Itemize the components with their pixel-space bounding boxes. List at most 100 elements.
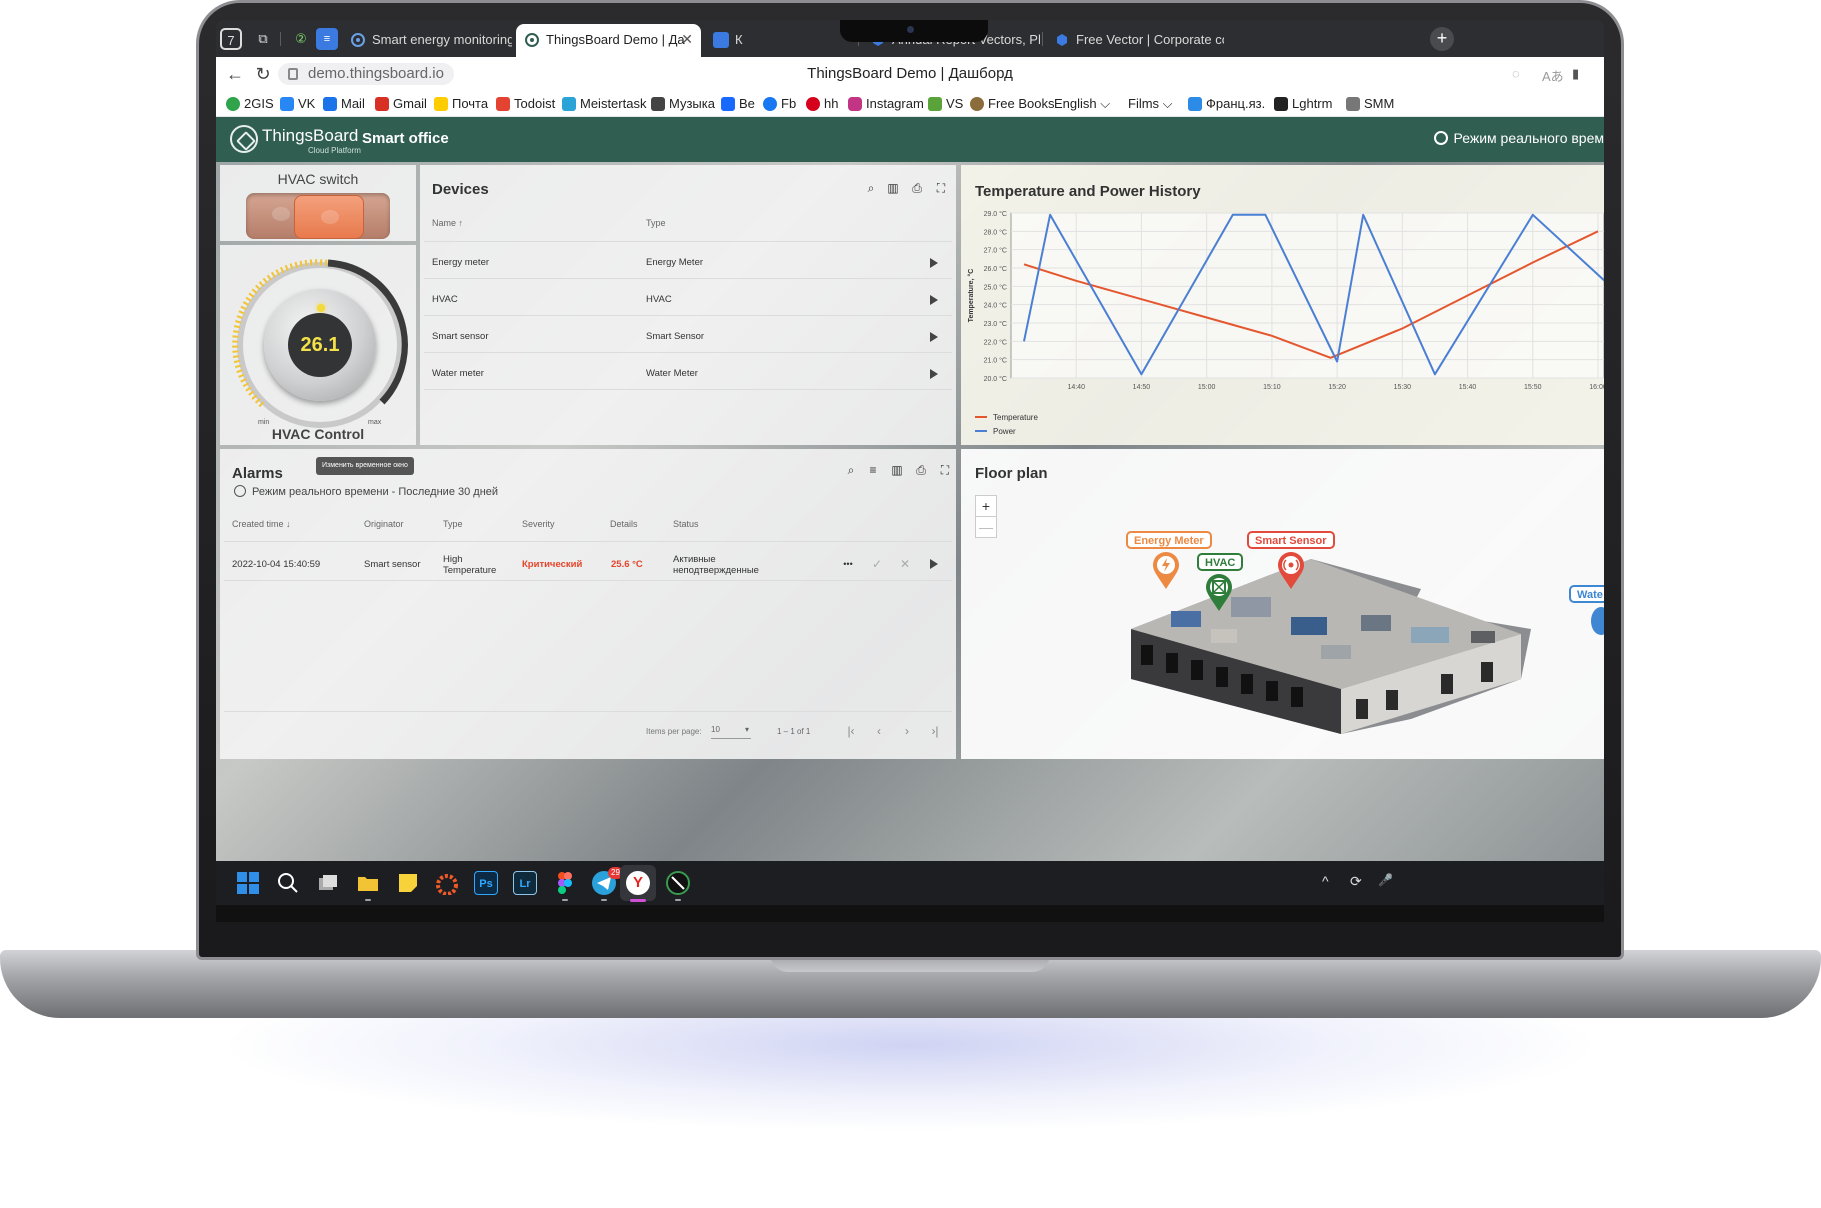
tab-k[interactable]: К	[705, 24, 855, 57]
tray-chevron-icon[interactable]: ^	[1322, 873, 1329, 889]
realtime-button[interactable]: Режим реального врем	[1433, 130, 1604, 146]
bookmark-folder-english[interactable]: English ⌵	[1054, 95, 1110, 113]
building-3d-model[interactable]	[1111, 519, 1604, 759]
columns-icon[interactable]: ▥	[887, 181, 899, 195]
new-workspace-icon[interactable]: ⧉	[258, 31, 268, 46]
figma-icon[interactable]	[553, 871, 577, 895]
bookmark-free-books[interactable]: Free Books	[970, 95, 1054, 113]
thingsboard-logo-icon[interactable]	[230, 125, 258, 153]
bookmark-todoist[interactable]: Todoist	[496, 95, 555, 113]
bookmark-meistertask[interactable]: Meistertask	[562, 95, 646, 113]
bookmark-vk[interactable]: VK	[280, 95, 315, 113]
bookmark-gmail[interactable]: Gmail	[375, 95, 427, 113]
bookmark-hh[interactable]: hh	[806, 95, 838, 113]
energy-meter-marker-label[interactable]: Energy Meter	[1126, 531, 1212, 549]
water-meter-marker-label[interactable]: Wate	[1569, 585, 1604, 603]
hvac-toggle-knob[interactable]	[294, 195, 364, 239]
column-details-header[interactable]: Details	[610, 519, 638, 529]
bookmark-smm[interactable]: SMM	[1346, 95, 1394, 113]
open-device-arrow-icon[interactable]	[930, 332, 938, 342]
line-chart[interactable]: 29.0 °C 28.0 °C 27.0 °C 26.0 °C 25.0 °C 24.0 …	[961, 165, 1604, 445]
task-view-icon[interactable]	[316, 871, 340, 895]
column-originator-header[interactable]: Originator	[364, 519, 404, 529]
column-created-time-header[interactable]: Created time ↓	[232, 519, 291, 529]
photoshop-icon[interactable]: Ps	[474, 871, 498, 895]
energy-meter-pin-icon[interactable]	[1151, 551, 1181, 591]
export-icon[interactable]: ⎙	[916, 463, 926, 477]
open-alarm-arrow-icon[interactable]	[930, 559, 938, 569]
sticky-notes-icon[interactable]	[396, 871, 420, 895]
bookmark-folder-films[interactable]: Films ⌵	[1128, 95, 1173, 113]
url-field[interactable]: demo.thingsboard.io	[278, 63, 454, 85]
water-meter-pin-icon[interactable]	[1591, 607, 1604, 635]
zoom-in-button[interactable]: +	[975, 495, 997, 517]
tab-free-vector[interactable]: Free Vector | Corporate cor	[1046, 24, 1224, 57]
device-name[interactable]: Energy meter	[432, 257, 490, 268]
column-name-header[interactable]: Name ↑	[432, 218, 464, 228]
export-icon[interactable]: ⎙	[912, 181, 922, 195]
smart-sensor-marker-label[interactable]: Smart Sensor	[1247, 531, 1335, 549]
tab-thingsboard-demo[interactable]: ThingsBoard Demo | Да ✕	[516, 24, 701, 57]
bookmark-behance[interactable]: Be	[721, 95, 755, 113]
timewindow-selector[interactable]: Режим реального времени - Последние 30 д…	[234, 485, 498, 498]
device-name[interactable]: HVAC	[432, 294, 458, 305]
bookmark-music[interactable]: Музыка	[651, 95, 715, 113]
acknowledge-icon[interactable]: ✓	[871, 557, 883, 571]
next-page-icon[interactable]: ›	[905, 724, 909, 738]
column-type-header[interactable]: Type	[646, 218, 666, 228]
yandex-browser-icon[interactable]: Y	[626, 871, 650, 895]
sync-icon[interactable]: ⟳	[1350, 873, 1362, 889]
bookmark-vs[interactable]: VS	[928, 95, 963, 113]
back-arrow-icon[interactable]: ←	[226, 64, 244, 84]
open-device-arrow-icon[interactable]	[930, 295, 938, 305]
bookmark-instagram[interactable]: Instagram	[848, 95, 924, 113]
hvac-knob-dial[interactable]	[232, 257, 408, 433]
open-device-arrow-icon[interactable]	[930, 258, 938, 268]
chat-icon[interactable]: ◌	[1512, 66, 1520, 81]
column-status-header[interactable]: Status	[673, 519, 699, 529]
bookmark-mail[interactable]: Mail	[323, 95, 365, 113]
bookmark-2gis[interactable]: 2GIS	[226, 95, 274, 113]
smart-sensor-pin-icon[interactable]	[1276, 551, 1306, 591]
device-name[interactable]: Smart sensor	[432, 331, 489, 342]
lightroom-icon[interactable]: Lr	[513, 871, 537, 895]
close-tab-icon[interactable]: ✕	[681, 31, 693, 47]
device-name[interactable]: Water meter	[432, 368, 484, 379]
column-type-header[interactable]: Type	[443, 519, 463, 529]
columns-icon[interactable]: ▥	[891, 463, 903, 477]
microphone-icon[interactable]: 🎤	[1378, 873, 1393, 887]
search-icon[interactable]	[276, 871, 300, 895]
home-workspace-icon[interactable]: 7	[220, 28, 242, 50]
new-tab-button[interactable]: +	[1430, 27, 1454, 51]
search-icon[interactable]: ⌕	[847, 463, 855, 477]
more-actions-icon[interactable]: •••	[843, 559, 853, 569]
items-per-page-select[interactable]: 10 ▾	[711, 725, 751, 739]
hvac-marker-label[interactable]: HVAC	[1197, 553, 1244, 571]
bookmark-facebook[interactable]: Fb	[763, 95, 796, 113]
fullscreen-icon[interactable]: ⛶	[940, 463, 950, 477]
tab-smart-energy[interactable]: Smart energy monitoring, c	[342, 24, 512, 57]
file-explorer-icon[interactable]	[356, 871, 380, 895]
column-severity-header[interactable]: Severity	[522, 519, 555, 529]
open-device-arrow-icon[interactable]	[930, 369, 938, 379]
fullscreen-icon[interactable]: ⛶	[936, 181, 946, 195]
hvac-pin-icon[interactable]	[1204, 573, 1234, 613]
docs-pinned-tab-icon[interactable]: ≡	[316, 28, 338, 50]
clear-alarm-icon[interactable]: ✕	[899, 557, 911, 571]
bookmark-lghtrm[interactable]: Lghtrm	[1274, 95, 1332, 113]
fan-app-icon[interactable]	[435, 871, 459, 896]
previous-page-icon[interactable]: ‹	[877, 724, 881, 738]
start-icon[interactable]	[236, 871, 260, 895]
whatsapp-pinned-tab-icon[interactable]: ②	[295, 31, 307, 46]
reload-icon[interactable]: ↻	[255, 64, 271, 84]
first-page-icon[interactable]: |‹	[847, 724, 855, 738]
green-app-icon[interactable]	[666, 871, 690, 895]
search-icon[interactable]: ⌕	[867, 181, 875, 195]
bookmark-french[interactable]: Франц.яз.	[1188, 95, 1265, 113]
last-page-icon[interactable]: ›|	[931, 724, 939, 738]
bookmark-pochta[interactable]: Почта	[434, 95, 488, 113]
zoom-out-button[interactable]: —	[975, 516, 997, 538]
filter-icon[interactable]: ≡	[869, 463, 877, 477]
translate-icon[interactable]: Aあ	[1542, 69, 1564, 84]
bookmark-icon[interactable]: ▮	[1572, 66, 1580, 81]
